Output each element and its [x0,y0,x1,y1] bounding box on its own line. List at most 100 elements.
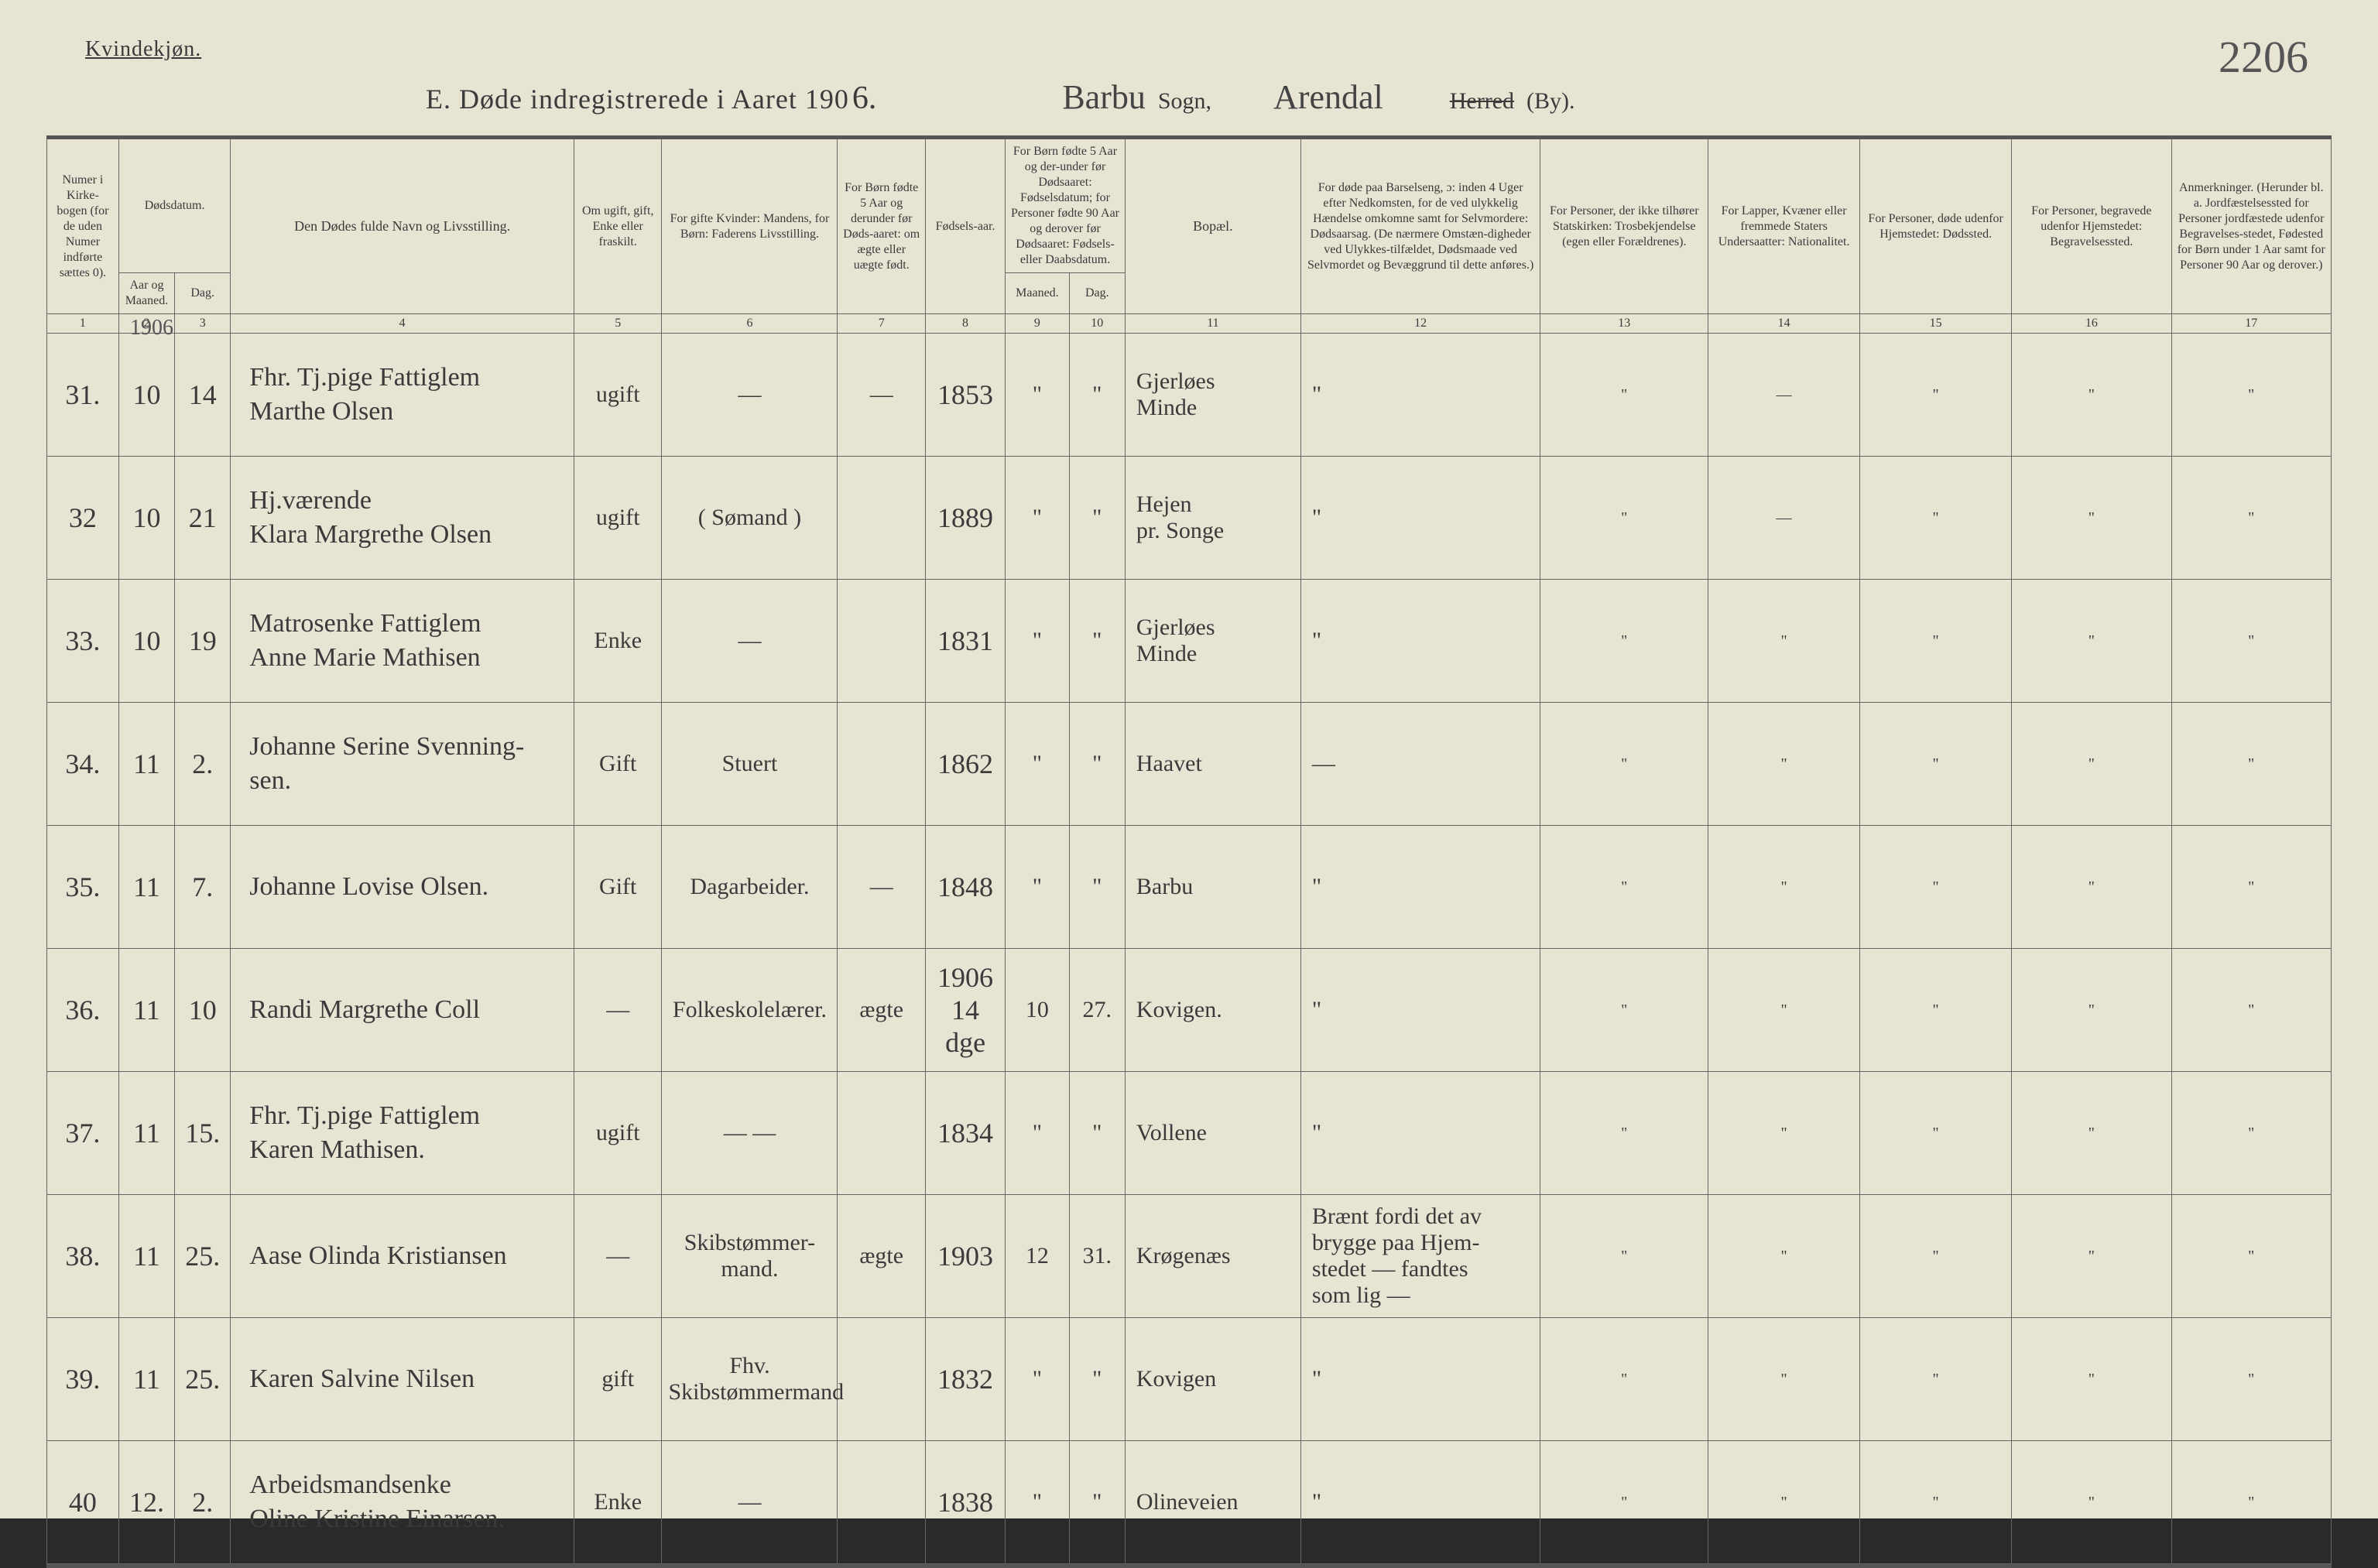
cause-of-death: " [1300,1441,1540,1564]
death-day: 25. [175,1318,231,1441]
cause-of-death: " [1300,334,1540,457]
deceased-name: Randi Margrethe Coll [231,949,574,1072]
remarks: " [2171,1318,2331,1441]
birth-year: 1838 [925,1441,1005,1564]
sogn-label: Sogn, [1158,88,1211,115]
deceased-name: Hj.værendeKlara Margrethe Olsen [231,457,574,580]
col-num: 16 [2012,314,2171,334]
table-row: 36.1110Randi Margrethe Coll—Folkeskolelæ… [47,949,2332,1072]
burial-place: " [2012,1195,2171,1318]
birth-year: 1832 [925,1318,1005,1441]
table-row: 39.1125.Karen Salvine NilsengiftFhv. Ski… [47,1318,2332,1441]
col-num: 8 [925,314,1005,334]
col-num: 13 [1540,314,1708,334]
table-row: 37.1115.Fhr. Tj.pige FattiglemKaren Math… [47,1072,2332,1195]
legitimacy: ægte [838,1195,926,1318]
col-header: For Børn fødte 5 Aar og der-under før Dø… [1006,139,1126,273]
death-day: 7. [175,826,231,949]
title-prefix: E. Døde indregistrerede i Aaret 190 [426,83,849,115]
death-place: " [1860,1441,2012,1564]
row-number: 33. [47,580,119,703]
col-header: For døde paa Barselseng, ɔ: inden 4 Uger… [1300,139,1540,314]
row-number: 31. [47,334,119,457]
spouse-occupation: Stuert [662,703,838,826]
civil-status: gift [574,1318,662,1441]
cause-of-death: " [1300,949,1540,1072]
residence: Haavet [1125,703,1300,826]
col-num: 17 [2171,314,2331,334]
row-number: 40 [47,1441,119,1564]
cause-of-death: " [1300,1072,1540,1195]
spouse-occupation: — [662,580,838,703]
death-month: 10 [118,580,174,703]
col-header: Bopæl. [1125,139,1300,314]
birth-day: " [1069,1318,1125,1441]
spouse-occupation: — [662,1441,838,1564]
deceased-name: Johanne Lovise Olsen. [231,826,574,949]
religion: " [1540,949,1708,1072]
birth-year: 1848 [925,826,1005,949]
herred-label-tail: (By). [1527,88,1575,115]
spouse-occupation: ( Sømand ) [662,457,838,580]
remarks: " [2171,457,2331,580]
birth-year: 1831 [925,580,1005,703]
deceased-name: Johanne Serine Svenning-sen. [231,703,574,826]
birth-day: 27. [1069,949,1125,1072]
legitimacy [838,457,926,580]
row-year-note: 1906 [130,316,173,341]
burial-place: " [2012,580,2171,703]
deceased-name: Fhr. Tj.pige FattiglemKaren Mathisen. [231,1072,574,1195]
death-place: " [1860,457,2012,580]
death-place: " [1860,1195,2012,1318]
col-header: For Personer, begravede udenfor Hjemsted… [2012,139,2171,314]
nationality: — [1708,457,1860,580]
legitimacy [838,703,926,826]
spouse-occupation: Skibstømmer-mand. [662,1195,838,1318]
remarks: " [2171,580,2331,703]
title-year-digit: 6. [852,80,877,117]
birth-year: 1889 [925,457,1005,580]
col-num: 10 [1069,314,1125,334]
death-day: 2. [175,1441,231,1564]
cause-of-death: " [1300,457,1540,580]
ledger-table: Numer i Kirke-bogen (for de uden Numer i… [46,135,2332,1568]
birth-month: " [1006,334,1070,457]
birth-month: " [1006,457,1070,580]
deceased-name: Matrosenke FattiglemAnne Marie Mathisen [231,580,574,703]
cause-of-death: " [1300,1318,1540,1441]
birth-year: 1834 [925,1072,1005,1195]
death-day: 15. [175,1072,231,1195]
death-day: 19 [175,580,231,703]
death-day: 25. [175,1195,231,1318]
col-num: 4 [231,314,574,334]
death-place: " [1860,949,2012,1072]
death-month: 12. [118,1441,174,1564]
nationality: " [1708,1195,1860,1318]
religion: " [1540,703,1708,826]
col-header: Fødsels-aar. [925,139,1005,314]
deceased-name: Aase Olinda Kristiansen [231,1195,574,1318]
burial-place: " [2012,826,2171,949]
col-header: Numer i Kirke-bogen (for de uden Numer i… [47,139,119,314]
death-month: 11 [118,1318,174,1441]
row-number: 32 [47,457,119,580]
col-header: For Børn fødte 5 Aar og derunder før Død… [838,139,926,314]
religion: " [1540,1441,1708,1564]
birth-day: " [1069,580,1125,703]
row-number: 35. [47,826,119,949]
col-number-row: 1 2 3 4 5 6 7 8 9 10 11 12 13 14 15 16 1… [47,314,2332,334]
burial-place: " [2012,457,2171,580]
religion: " [1540,1195,1708,1318]
col-subheader: Maaned. [1006,273,1070,314]
col-header: For Personer, der ikke tilhører Statskir… [1540,139,1708,314]
col-num: 11 [1125,314,1300,334]
death-month: 11 [118,949,174,1072]
death-place: " [1860,703,2012,826]
col-num: 9 [1006,314,1070,334]
nationality: " [1708,826,1860,949]
remarks: " [2171,1441,2331,1564]
civil-status: ugift [574,334,662,457]
death-month: 11 [118,1072,174,1195]
col-header: Dødsdatum. [118,139,230,273]
table-row: 31.1014Fhr. Tj.pige FattiglemMarthe Olse… [47,334,2332,457]
